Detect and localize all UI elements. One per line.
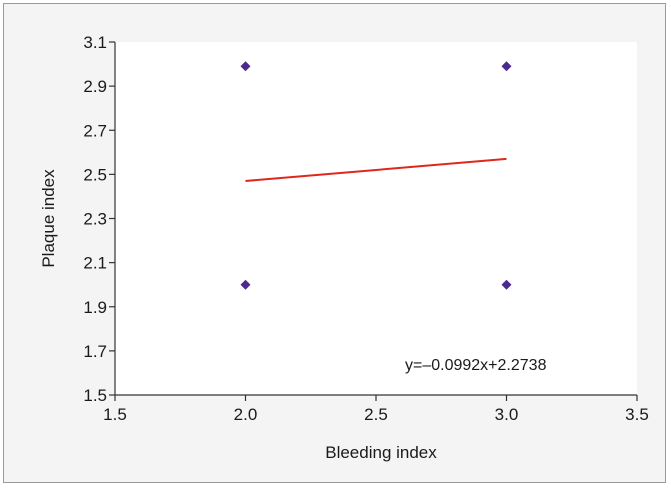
x-axis-title: Bleeding index: [325, 443, 437, 462]
y-tick-label: 2.5: [83, 165, 107, 184]
data-point: [240, 61, 251, 72]
x-tick-label: 2.5: [364, 405, 388, 424]
data-point: [501, 279, 512, 290]
y-tick-label: 3.1: [83, 33, 107, 52]
y-tick-label: 2.7: [83, 121, 107, 140]
y-tick-label: 1.9: [83, 298, 107, 317]
y-tick-label: 2.3: [83, 210, 107, 229]
regression-equation: y=–0.0992x+2.2738: [405, 357, 547, 374]
y-ticks: 1.5 1.7 1.9 2.1 2.3 2.5 2.7 2.9 3.1: [83, 33, 115, 405]
y-tick-label: 1.5: [83, 386, 107, 405]
x-tick-label: 2.0: [234, 405, 258, 424]
y-tick-label: 2.1: [83, 254, 107, 273]
trendline: [245, 157, 507, 182]
y-axis-title: Plaque index: [39, 169, 58, 268]
x-tick-label: 3.0: [495, 405, 519, 424]
data-point: [240, 279, 251, 290]
plot-area: [115, 42, 637, 395]
x-ticks: 1.5 2.0 2.5 3.0 3.5: [103, 395, 649, 424]
x-tick-label: 1.5: [103, 405, 127, 424]
data-point: [501, 61, 512, 72]
y-tick-label: 1.7: [83, 342, 107, 361]
y-tick-label: 2.9: [83, 77, 107, 96]
x-tick-label: 3.5: [625, 405, 649, 424]
data-points: [240, 61, 512, 290]
